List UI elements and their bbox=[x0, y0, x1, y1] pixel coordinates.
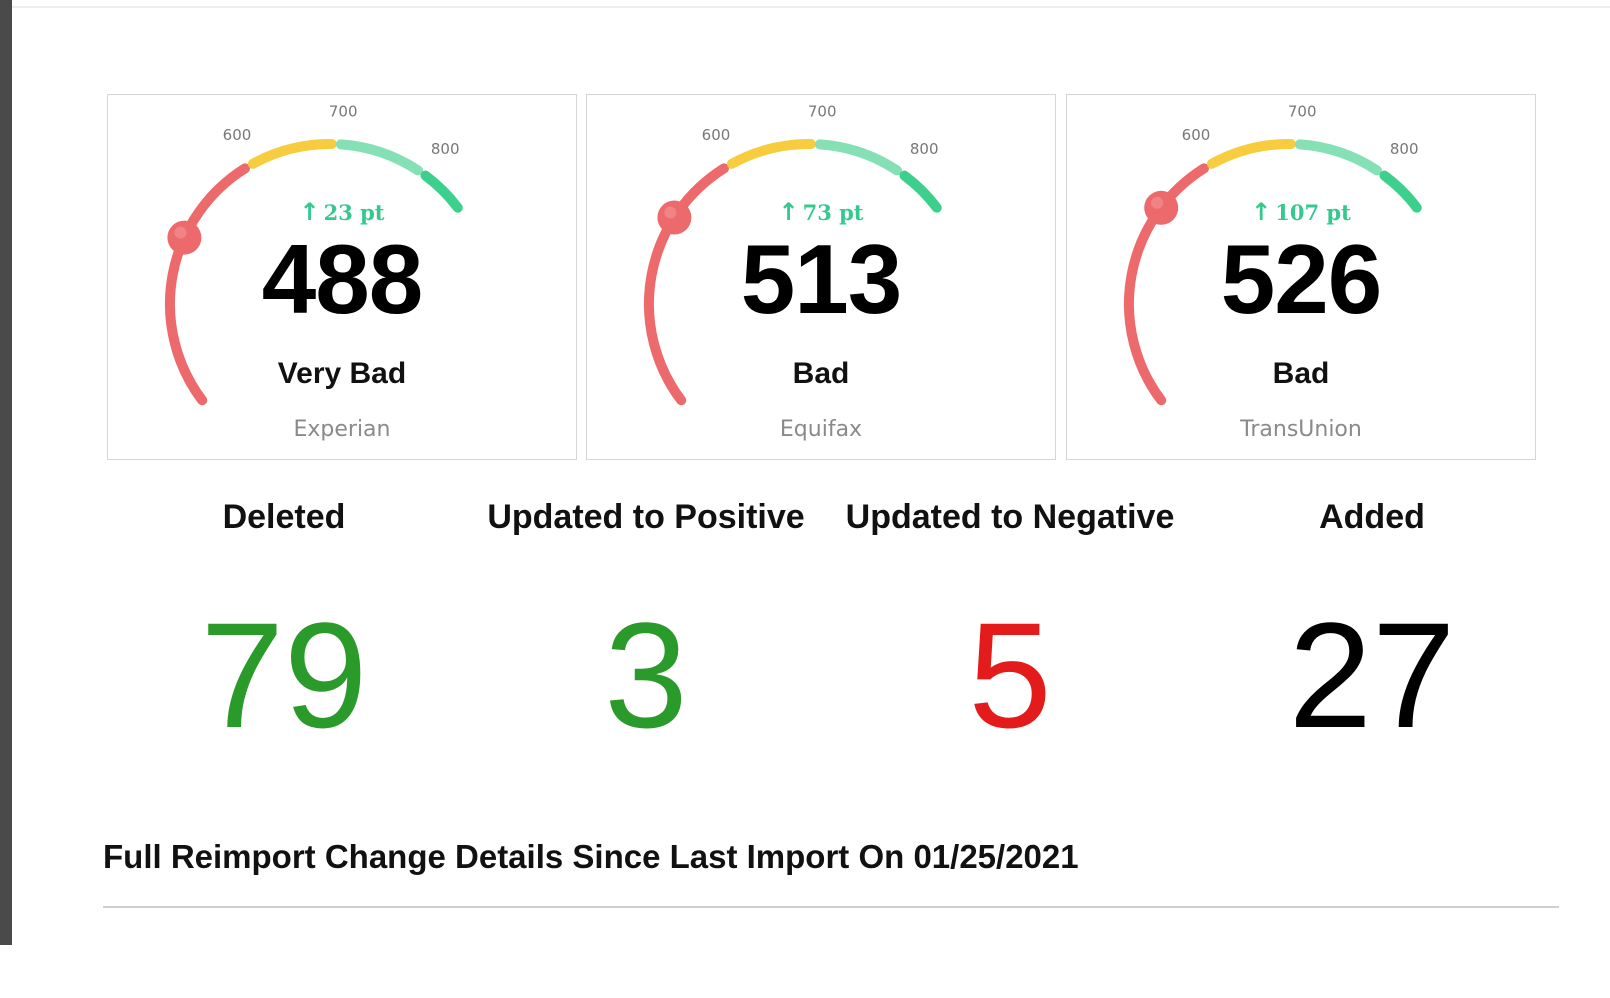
credit-score: 526 bbox=[1220, 224, 1383, 334]
gauge-tick-label: 700 bbox=[329, 102, 358, 120]
stat-value-updated-negative: 5 bbox=[968, 591, 1052, 759]
gauge-dial: 600 700 800 bbox=[643, 102, 942, 406]
score-rating: Bad bbox=[792, 357, 850, 390]
stat-label-updated-negative: Updated to Negative bbox=[845, 498, 1175, 536]
gauge-segment-poor bbox=[164, 163, 250, 406]
score-change-value: 23 pt bbox=[323, 200, 385, 225]
score-change-value: 73 pt bbox=[802, 200, 864, 225]
gauge-segment-fair bbox=[1206, 138, 1296, 169]
top-rule bbox=[12, 6, 1610, 8]
gauge-tick-label: 700 bbox=[1288, 102, 1317, 120]
score-change-value: 107 pt bbox=[1275, 200, 1351, 225]
gauge-tick-label: 800 bbox=[431, 140, 460, 158]
gauge-tick-label: 800 bbox=[1390, 140, 1419, 158]
credit-score: 513 bbox=[740, 224, 903, 334]
gauge-tick-label: 600 bbox=[223, 126, 252, 144]
bottom-band bbox=[0, 945, 1610, 998]
section-divider bbox=[103, 906, 1559, 908]
stat-value-updated-positive: 3 bbox=[604, 591, 688, 759]
arrow-up-icon: ↑ bbox=[778, 198, 799, 226]
gauge-segment-good bbox=[1294, 139, 1382, 176]
gauge-segment-excellent bbox=[899, 170, 942, 213]
arrow-up-icon: ↑ bbox=[1251, 198, 1272, 226]
gauge-marker-highlight bbox=[664, 206, 677, 219]
gauge-tick-label: 600 bbox=[702, 126, 731, 144]
stat-label-added: Added bbox=[1319, 498, 1425, 536]
stat-value-added: 27 bbox=[1288, 591, 1456, 759]
gauge-tick-label: 700 bbox=[808, 102, 837, 120]
arrow-up-icon: ↑ bbox=[299, 198, 320, 226]
score-change: ↑ 73 pt bbox=[587, 198, 1055, 226]
gauge-tick-label: 800 bbox=[910, 140, 939, 158]
gauge-marker bbox=[657, 200, 692, 235]
gauge-dial: 600 700 800 bbox=[164, 102, 463, 406]
gauge-marker bbox=[167, 220, 202, 255]
score-rating: Very Bad bbox=[277, 357, 407, 390]
score-rating: Bad bbox=[1272, 357, 1330, 390]
left-rail bbox=[0, 0, 12, 945]
gauge-marker bbox=[1144, 190, 1179, 225]
score-change: ↑ 23 pt bbox=[108, 198, 576, 226]
gauge-card-experian: 600 700 800 ↑ 23 pt 488 Very Bad Experian bbox=[107, 94, 577, 460]
bureau-name: TransUnion bbox=[1240, 417, 1362, 442]
gauge-tick-label: 600 bbox=[1182, 126, 1211, 144]
gauge-dial: 600 700 800 bbox=[1123, 102, 1422, 406]
stat-label-updated-positive: Updated to Positive bbox=[487, 498, 805, 536]
section-title: Full Reimport Change Details Since Last … bbox=[103, 838, 1079, 875]
gauge-card-equifax: 600 700 800 ↑ 73 pt 513 Bad Equifax bbox=[586, 94, 1056, 460]
credit-score: 488 bbox=[261, 224, 424, 334]
bureau-name: Equifax bbox=[779, 417, 863, 442]
score-change: ↑ 107 pt bbox=[1067, 198, 1535, 226]
gauge-segment-poor bbox=[643, 163, 729, 406]
gauge-segment-fair bbox=[726, 138, 816, 169]
gauge-card-transunion: 600 700 800 ↑ 107 pt 526 Bad TransUnion bbox=[1066, 94, 1536, 460]
gauge-segment-good bbox=[814, 139, 902, 176]
stat-value-deleted: 79 bbox=[200, 591, 368, 759]
gauge-segment-good bbox=[335, 139, 423, 176]
gauge-segment-excellent bbox=[420, 170, 463, 213]
bureau-name: Experian bbox=[293, 417, 391, 442]
gauge-marker-highlight bbox=[174, 226, 187, 239]
gauge-segment-poor bbox=[1123, 163, 1209, 406]
gauge-marker-highlight bbox=[1151, 196, 1164, 209]
stat-label-deleted: Deleted bbox=[222, 498, 346, 536]
gauge-segment-excellent bbox=[1379, 170, 1422, 213]
gauge-segment-fair bbox=[247, 138, 337, 169]
